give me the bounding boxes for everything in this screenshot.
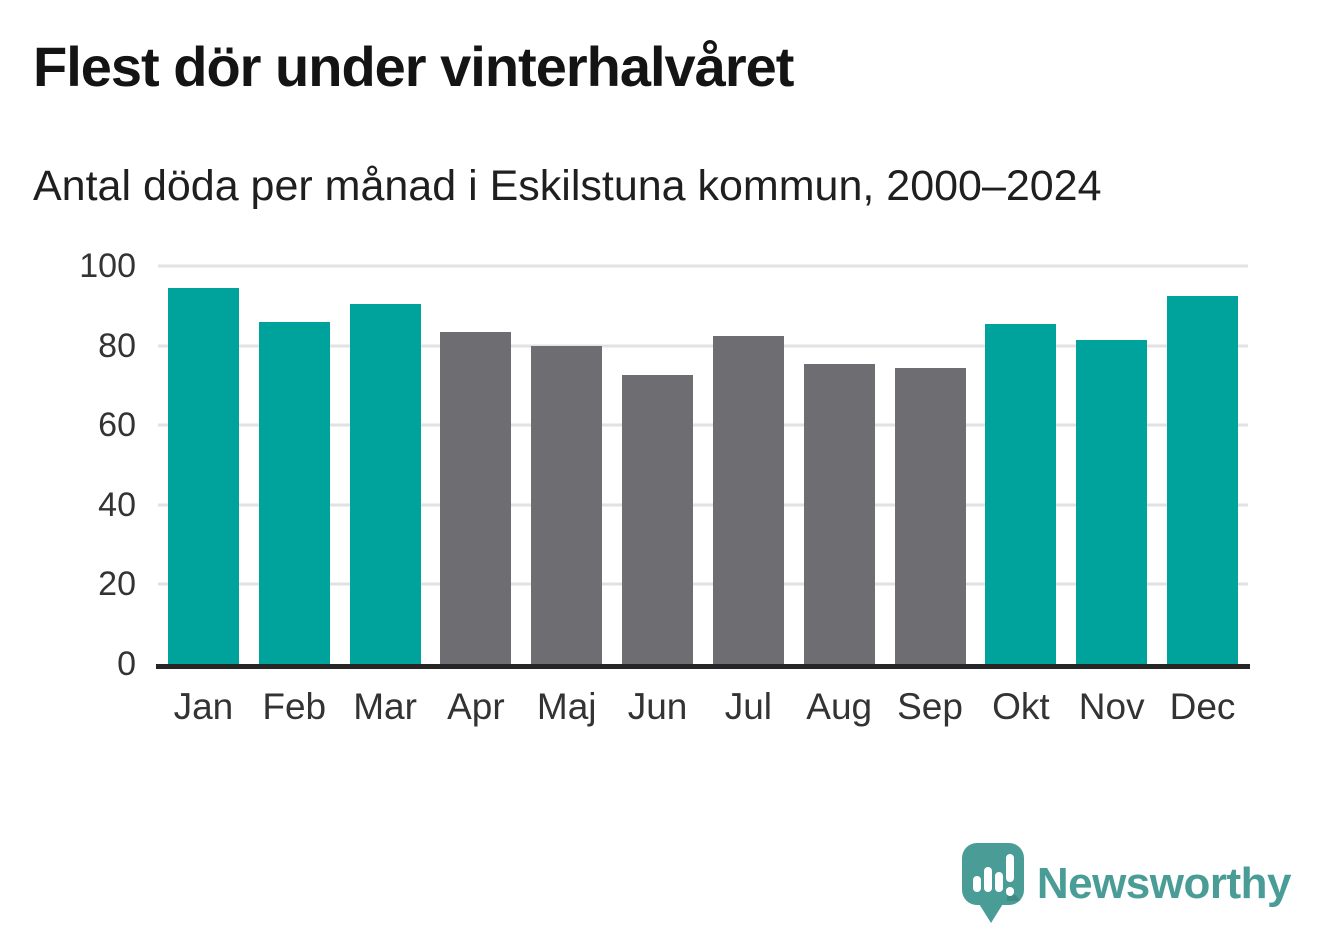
bar-slot-okt: [975, 266, 1066, 664]
x-tick-label-jul: Jul: [724, 686, 773, 727]
gridline-60: [158, 423, 1248, 427]
bar-slot-dec: [1157, 266, 1248, 664]
bar-slot-aug: [794, 266, 885, 664]
x-axis-line: [156, 664, 1250, 669]
y-tick-label-100: 100: [79, 247, 136, 285]
x-tick-label-apr: Apr: [447, 686, 505, 727]
bar-okt: [985, 323, 1057, 664]
y-tick-label-0: 0: [117, 645, 136, 683]
newsworthy-logo: Newsworthy: [961, 843, 1292, 925]
x-tick-label-jun: Jun: [627, 686, 688, 727]
x-tick-label-jan: Jan: [173, 686, 234, 727]
y-tick-label-40: 40: [98, 485, 136, 524]
plot-area: [156, 264, 1250, 669]
bar-aug: [803, 363, 875, 664]
bar-apr: [440, 331, 512, 664]
bar-maj: [531, 345, 603, 664]
chart-subtitle: Antal döda per månad i Eskilstuna kommun…: [33, 162, 1102, 210]
bar-slot-sep: [885, 266, 976, 664]
bar-slot-feb: [249, 266, 340, 664]
gridline-40: [158, 503, 1248, 507]
bar-slot-maj: [521, 266, 612, 664]
bars-group: [158, 266, 1248, 664]
bar-slot-jan: [158, 266, 249, 664]
y-axis: 0 20 40 60 80 100: [0, 249, 136, 681]
bar-dec: [1167, 295, 1239, 664]
x-tick-label-feb: Feb: [262, 686, 327, 727]
bar-slot-jun: [612, 266, 703, 664]
bar-jan: [167, 287, 239, 664]
x-tick-label-mar: Mar: [353, 686, 417, 727]
bar-jun: [622, 375, 694, 664]
bar-nov: [1076, 339, 1148, 664]
gridline-80: [158, 344, 1248, 348]
x-axis: Jan Feb Mar Apr Maj Jun Jul Aug Sep Okt Nov Dec: [158, 686, 1248, 728]
x-tick-label-sep: Sep: [897, 686, 963, 727]
bar-slot-jul: [703, 266, 794, 664]
y-tick-label-20: 20: [98, 565, 136, 604]
gridline-100: [158, 264, 1248, 268]
x-tick-label-dec: Dec: [1169, 686, 1236, 727]
y-tick-label-60: 60: [98, 406, 136, 445]
x-tick-label-maj: Maj: [536, 686, 597, 727]
bar-slot-nov: [1066, 266, 1157, 664]
x-tick-label-nov: Nov: [1078, 686, 1145, 727]
bar-feb: [258, 321, 330, 664]
bar-slot-mar: [340, 266, 431, 664]
bar-sep: [894, 367, 966, 664]
chart-title: Flest dör under vinterhalvåret: [33, 35, 794, 98]
brand-name: Newsworthy: [1036, 859, 1292, 908]
x-tick-label-aug: Aug: [806, 686, 873, 727]
y-tick-label-80: 80: [98, 326, 136, 365]
bar-slot-apr: [430, 266, 521, 664]
gridline-20: [158, 582, 1248, 586]
bar-chart-speech-bubble-icon: [961, 843, 1025, 925]
x-tick-label-okt: Okt: [992, 686, 1050, 727]
bar-jul: [712, 335, 784, 664]
bar-mar: [349, 303, 421, 664]
